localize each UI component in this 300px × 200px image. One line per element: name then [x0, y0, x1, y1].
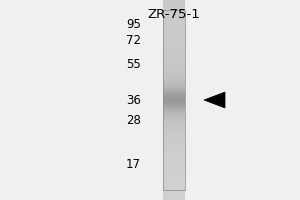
Text: 28: 28	[126, 114, 141, 127]
Text: ZR-75-1: ZR-75-1	[148, 8, 200, 21]
Text: 72: 72	[126, 33, 141, 46]
Text: 36: 36	[126, 94, 141, 106]
Text: 17: 17	[126, 158, 141, 170]
Text: 55: 55	[126, 58, 141, 71]
Text: 95: 95	[126, 18, 141, 30]
Polygon shape	[204, 92, 225, 108]
Bar	[164, 10, 184, 190]
